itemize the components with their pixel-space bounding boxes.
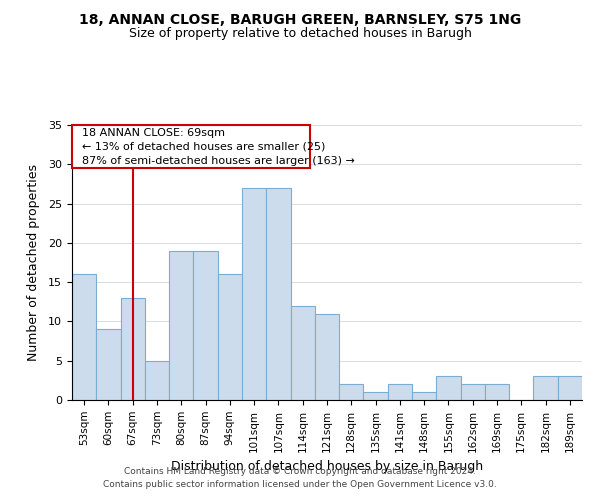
Bar — [339, 384, 364, 400]
Bar — [242, 188, 266, 400]
Text: Size of property relative to detached houses in Barugh: Size of property relative to detached ho… — [128, 28, 472, 40]
Y-axis label: Number of detached properties: Number of detached properties — [27, 164, 40, 361]
X-axis label: Distribution of detached houses by size in Barugh: Distribution of detached houses by size … — [171, 460, 483, 473]
Bar — [121, 298, 145, 400]
Bar — [290, 306, 315, 400]
Bar — [96, 330, 121, 400]
Bar — [364, 392, 388, 400]
Text: 18 ANNAN CLOSE: 69sqm: 18 ANNAN CLOSE: 69sqm — [82, 128, 225, 138]
Bar — [72, 274, 96, 400]
Bar — [193, 250, 218, 400]
Bar — [436, 376, 461, 400]
Bar — [388, 384, 412, 400]
Bar — [412, 392, 436, 400]
Bar — [169, 250, 193, 400]
Text: ← 13% of detached houses are smaller (25)
87% of semi-detached houses are larger: ← 13% of detached houses are smaller (25… — [82, 128, 355, 166]
Text: Contains HM Land Registry data © Crown copyright and database right 2024.: Contains HM Land Registry data © Crown c… — [124, 467, 476, 476]
Bar — [461, 384, 485, 400]
Bar — [558, 376, 582, 400]
FancyBboxPatch shape — [72, 125, 310, 168]
Bar — [145, 360, 169, 400]
Text: 18, ANNAN CLOSE, BARUGH GREEN, BARNSLEY, S75 1NG: 18, ANNAN CLOSE, BARUGH GREEN, BARNSLEY,… — [79, 12, 521, 26]
Bar — [533, 376, 558, 400]
Bar — [315, 314, 339, 400]
Bar — [485, 384, 509, 400]
Bar — [266, 188, 290, 400]
Bar — [218, 274, 242, 400]
Text: Contains public sector information licensed under the Open Government Licence v3: Contains public sector information licen… — [103, 480, 497, 489]
